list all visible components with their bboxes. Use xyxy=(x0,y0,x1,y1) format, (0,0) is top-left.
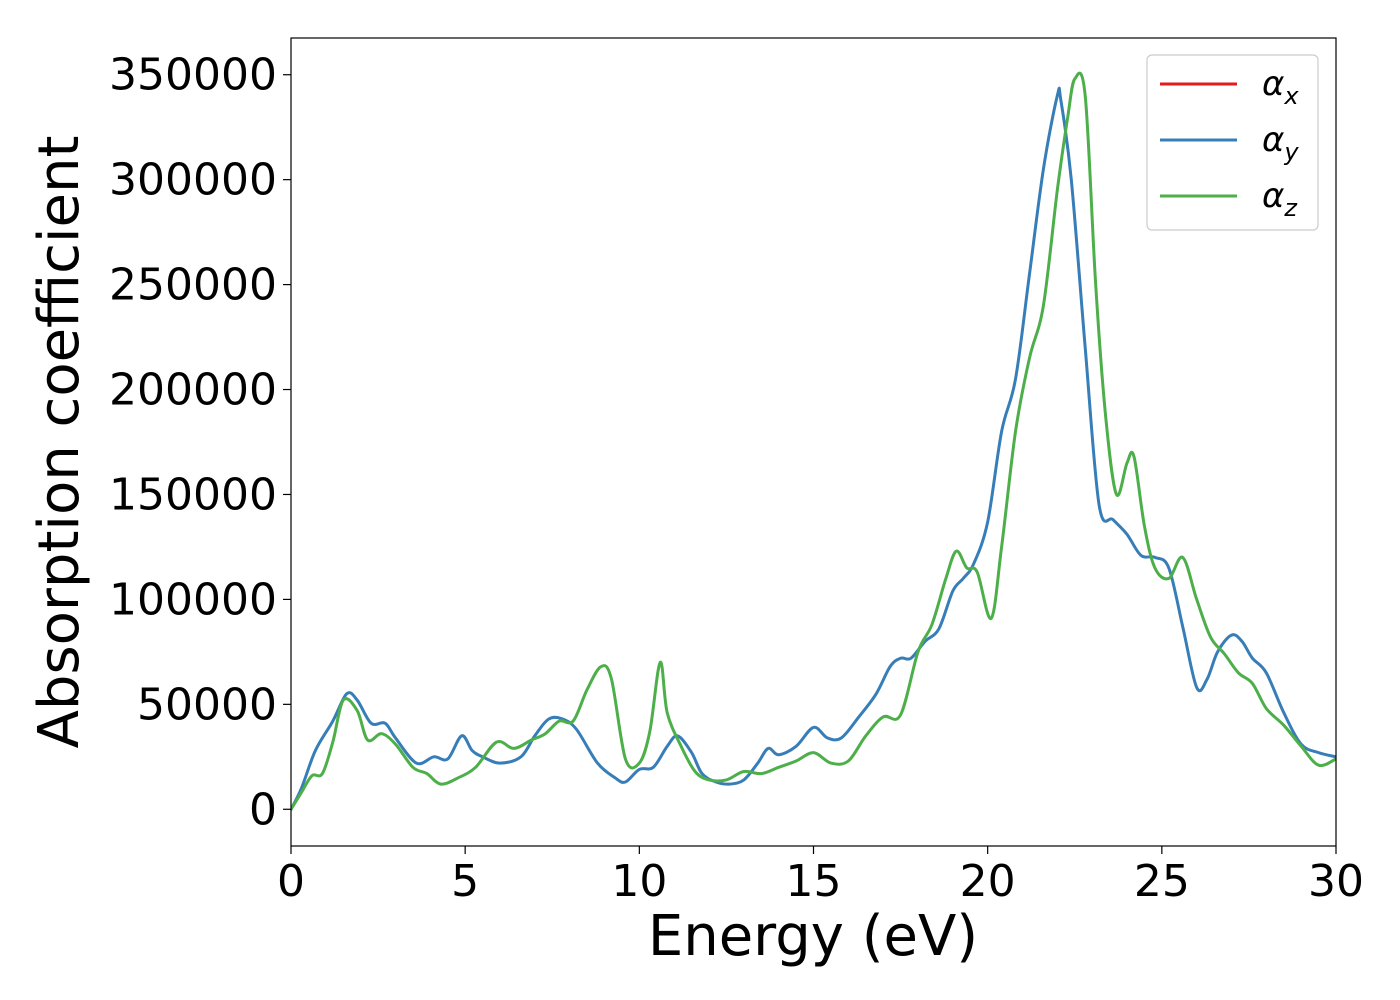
x-tick-label: 0 xyxy=(277,856,305,907)
x-tick-label: 25 xyxy=(1134,856,1190,907)
x-tick-label: 5 xyxy=(451,856,479,907)
y-tick-label: 150000 xyxy=(109,469,277,520)
x-tick-label: 30 xyxy=(1308,856,1364,907)
y-tick-label: 0 xyxy=(249,784,277,835)
y-tick-label: 50000 xyxy=(137,679,277,730)
x-tick-label: 15 xyxy=(786,856,842,907)
series-line-α-z xyxy=(291,71,1336,811)
legend-subscript-y: y xyxy=(1283,138,1299,166)
x-tick-label: 10 xyxy=(611,856,667,907)
y-tick-label: 300000 xyxy=(109,155,277,206)
x-axis-title: Energy (eV) xyxy=(648,904,978,969)
legend-box xyxy=(1146,54,1319,231)
series-line-α-y xyxy=(291,86,1336,811)
y-axis-title: Absorption coefficient xyxy=(27,136,92,749)
legend-subscript-x: x xyxy=(1283,82,1299,110)
legend-subscript-z: z xyxy=(1283,194,1298,222)
y-tick-label: 200000 xyxy=(109,365,277,416)
y-tick-label: 250000 xyxy=(109,260,277,311)
y-tick-label: 350000 xyxy=(109,50,277,101)
x-tick-label: 20 xyxy=(960,856,1016,907)
y-tick-label: 100000 xyxy=(109,574,277,625)
